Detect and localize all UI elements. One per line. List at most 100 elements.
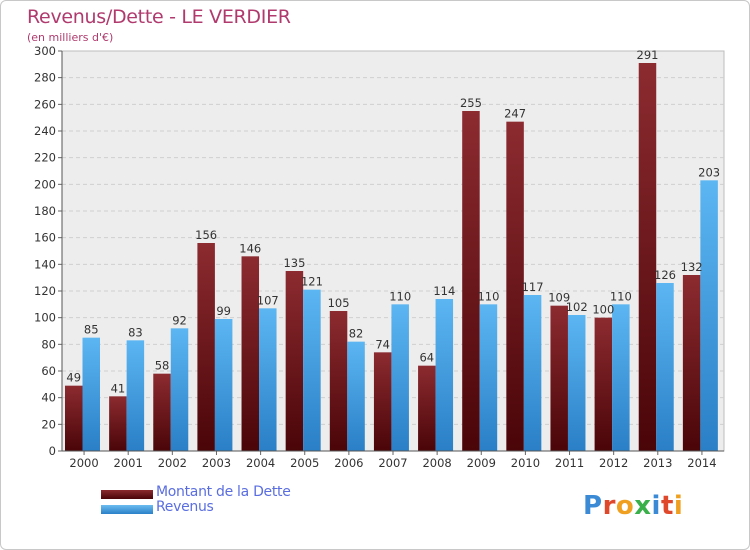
y-tick-label: 220	[34, 151, 56, 165]
bar-revenus	[82, 337, 100, 451]
data-label: 203	[698, 165, 720, 179]
bar-revenus	[523, 295, 542, 451]
y-tick-label: 240	[34, 124, 56, 138]
bar-revenus	[303, 289, 321, 451]
x-axis: 2000 2001 2002 2003 2004 2005 2006 2007 2008 2009…	[62, 450, 724, 470]
x-tick-label: 2008	[422, 456, 451, 470]
y-tick-label: 160	[34, 231, 56, 245]
data-label: 126	[654, 268, 676, 282]
x-tick-label: 2005	[290, 456, 319, 470]
y-tick-label: 260	[34, 97, 56, 111]
data-label: 83	[128, 325, 143, 339]
x-tick-label: 2002	[158, 456, 187, 470]
x-tick-label: 2010	[511, 456, 540, 470]
bar-revenus	[170, 328, 189, 451]
data-label: 135	[283, 256, 305, 270]
x-tick-label: 2011	[555, 456, 584, 470]
y-tick-label: 140	[34, 257, 56, 271]
x-tick-label: 2009	[467, 456, 496, 470]
chart-subtitle: (en milliers d'€)	[27, 31, 114, 44]
bar-dette	[153, 373, 171, 451]
logo-letter: i	[651, 491, 661, 521]
data-label: 92	[172, 313, 187, 327]
bars	[65, 63, 718, 452]
bar-dette	[241, 256, 260, 451]
data-label: 85	[84, 323, 99, 337]
data-label: 74	[375, 337, 390, 351]
x-tick-label: 2003	[202, 456, 231, 470]
logo-letter: r	[602, 491, 616, 521]
bar-dette	[329, 311, 348, 451]
logo-letter: t	[660, 491, 674, 521]
bar-revenus	[567, 315, 586, 451]
x-tick-label: 2012	[599, 456, 628, 470]
y-tick-label: 300	[34, 44, 56, 58]
data-labels: 49 85 41 83 58 92 156 99 146 107 135 121 105 82 74 110 6…	[66, 48, 720, 395]
logo-letter: i	[673, 491, 684, 521]
x-tick-label: 2000	[69, 456, 98, 470]
logo-letter: P	[583, 491, 603, 521]
data-label: 132	[681, 260, 703, 274]
bar-revenus	[259, 308, 277, 451]
data-label: 107	[257, 293, 279, 307]
data-label: 109	[548, 291, 570, 305]
bar-dette	[550, 305, 568, 451]
x-tick-label: 2006	[334, 456, 363, 470]
bar-revenus	[214, 319, 233, 451]
bar-dette	[65, 385, 83, 451]
legend-label-revenus: Revenus	[156, 499, 214, 515]
data-label: 146	[239, 241, 261, 255]
bar-dette	[682, 275, 701, 451]
data-label: 102	[566, 300, 588, 314]
data-label: 64	[419, 351, 434, 365]
bar-dette	[373, 352, 392, 451]
bar-revenus	[700, 180, 718, 452]
bar-dette	[462, 111, 480, 451]
data-label: 110	[477, 289, 499, 303]
bar-revenus	[612, 304, 630, 451]
data-label: 49	[66, 371, 81, 385]
bar-revenus	[479, 304, 498, 451]
bar-dette	[594, 317, 613, 451]
bar-dette	[285, 271, 304, 451]
x-tick-label: 2014	[687, 456, 716, 470]
data-label: 41	[111, 381, 126, 395]
bar-revenus	[391, 304, 409, 451]
y-tick-label: 280	[34, 71, 56, 85]
data-label: 291	[637, 48, 659, 62]
x-tick-label: 2007	[378, 456, 407, 470]
y-tick-label: 200	[34, 177, 56, 191]
y-tick-label: 20	[41, 417, 56, 431]
bar-dette	[638, 63, 657, 451]
y-tick-label: 120	[34, 284, 56, 298]
y-tick-label: 80	[41, 337, 56, 351]
data-label: 58	[155, 359, 170, 373]
bar-dette	[506, 121, 524, 452]
data-label: 255	[460, 96, 482, 110]
data-label: 121	[301, 275, 323, 289]
logo-letter: x	[634, 491, 652, 521]
y-tick-label: 180	[34, 204, 56, 218]
data-label: 110	[389, 289, 411, 303]
logo-letter: o	[615, 491, 635, 521]
data-label: 114	[433, 284, 455, 298]
y-axis: 0 20 40 60 80 100 120 140 160 180 200 220 240 260 280 3…	[34, 44, 63, 458]
data-label: 82	[349, 327, 364, 341]
x-tick-label: 2001	[114, 456, 143, 470]
legend-label-dette: Montant de la Dette	[156, 484, 291, 500]
y-tick-label: 0	[49, 444, 56, 458]
bar-revenus	[435, 299, 454, 451]
proxiti-logo: Proxiti	[583, 491, 683, 521]
y-tick-label: 40	[41, 391, 56, 405]
bar-dette	[418, 365, 436, 451]
bar-revenus	[347, 341, 365, 451]
x-tick-label: 2004	[246, 456, 275, 470]
legend-swatch-revenus	[101, 505, 153, 514]
x-tick-label: 2013	[643, 456, 672, 470]
chart-title: Revenus/Dette - LE VERDIER	[27, 6, 291, 28]
legend-swatch-dette	[101, 490, 153, 499]
data-label: 247	[504, 107, 526, 121]
data-label: 100	[592, 303, 614, 317]
